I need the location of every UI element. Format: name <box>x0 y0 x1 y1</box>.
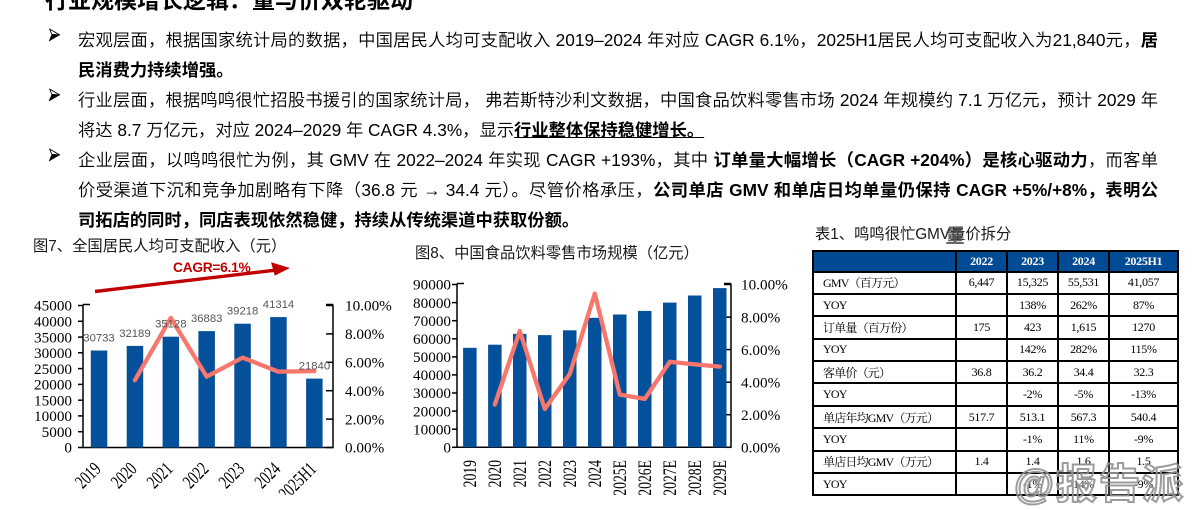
svg-text:41314: 41314 <box>263 299 294 311</box>
svg-text:70000: 70000 <box>413 313 451 330</box>
svg-text:2026E: 2026E <box>635 460 656 495</box>
svg-text:2.00%: 2.00% <box>345 411 385 428</box>
svg-text:10000: 10000 <box>413 421 451 438</box>
svg-text:2021: 2021 <box>510 460 531 487</box>
svg-text:6.00%: 6.00% <box>345 355 385 372</box>
svg-text:32189: 32189 <box>119 328 150 340</box>
svg-text:2028E: 2028E <box>685 460 706 495</box>
svg-text:25000: 25000 <box>34 361 72 378</box>
svg-text:45000: 45000 <box>34 298 72 315</box>
svg-text:30000: 30000 <box>34 345 72 362</box>
svg-text:2025H1: 2025H1 <box>275 459 321 495</box>
svg-text:21840: 21840 <box>299 361 330 373</box>
svg-text:2027E: 2027E <box>660 460 681 495</box>
svg-text:20000: 20000 <box>413 403 451 420</box>
svg-text:2025E: 2025E <box>610 460 631 495</box>
svg-text:40000: 40000 <box>34 314 72 331</box>
svg-text:2021: 2021 <box>143 459 177 493</box>
svg-text:2019: 2019 <box>71 459 105 493</box>
svg-text:90000: 90000 <box>413 277 451 294</box>
svg-text:2020: 2020 <box>485 460 506 487</box>
svg-text:10.00%: 10.00% <box>345 298 392 315</box>
svg-text:4.00%: 4.00% <box>741 374 781 391</box>
svg-text:0.00%: 0.00% <box>345 440 385 457</box>
svg-text:10.00%: 10.00% <box>741 277 788 294</box>
svg-text:80000: 80000 <box>413 295 451 312</box>
svg-text:4.00%: 4.00% <box>345 383 385 400</box>
svg-text:8.00%: 8.00% <box>345 326 385 343</box>
svg-text:2.00%: 2.00% <box>741 407 781 424</box>
svg-text:0.00%: 0.00% <box>741 440 781 457</box>
svg-text:2023: 2023 <box>215 459 249 493</box>
svg-text:0: 0 <box>443 440 451 457</box>
svg-text:CAGR=6.1%: CAGR=6.1% <box>173 260 250 275</box>
svg-text:8.00%: 8.00% <box>741 309 781 326</box>
svg-text:6.00%: 6.00% <box>741 342 781 359</box>
svg-text:20000: 20000 <box>34 377 72 394</box>
svg-text:30000: 30000 <box>413 385 451 402</box>
svg-text:2020: 2020 <box>107 459 141 493</box>
svg-text:2029E: 2029E <box>710 460 731 495</box>
svg-text:39218: 39218 <box>227 306 258 318</box>
svg-text:0: 0 <box>64 440 72 457</box>
svg-text:50000: 50000 <box>413 349 451 366</box>
svg-text:2022: 2022 <box>535 460 556 487</box>
svg-text:35000: 35000 <box>34 329 72 346</box>
svg-text:36883: 36883 <box>191 313 222 325</box>
svg-text:40000: 40000 <box>413 367 451 384</box>
svg-text:2024: 2024 <box>585 460 606 488</box>
svg-text:5000: 5000 <box>42 424 73 441</box>
svg-text:2019: 2019 <box>460 460 481 487</box>
svg-text:15000: 15000 <box>34 392 72 409</box>
svg-text:2022: 2022 <box>179 459 213 493</box>
svg-text:30733: 30733 <box>83 333 114 345</box>
svg-text:35128: 35128 <box>155 319 186 331</box>
svg-text:60000: 60000 <box>413 331 451 348</box>
svg-text:2023: 2023 <box>560 460 581 487</box>
svg-text:10000: 10000 <box>34 408 72 425</box>
